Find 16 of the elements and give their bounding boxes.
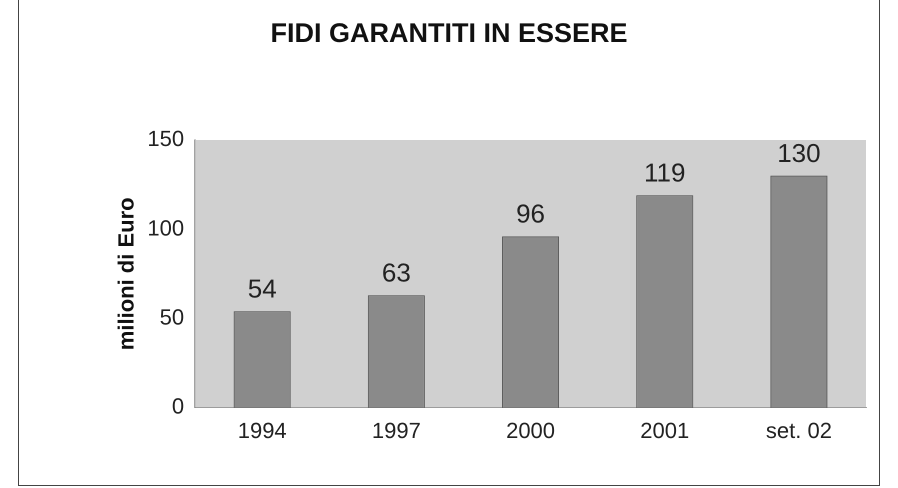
y-tick-label: 0 [172, 394, 184, 419]
x-tick-label: set. 02 [766, 418, 832, 443]
data-label: 63 [382, 257, 411, 288]
x-tick-label: 1997 [372, 418, 421, 443]
chart-title: FIDI GARANTITI IN ESSERE [269, 18, 629, 49]
data-label: 54 [248, 273, 277, 304]
y-tick-label: 50 [160, 304, 184, 330]
y-axis-title: milioni di Euro [113, 197, 138, 350]
y-tick-label: 150 [147, 126, 184, 152]
y-tick-label: 100 [147, 215, 184, 240]
data-label: 130 [777, 138, 821, 168]
x-tick-label: 1994 [238, 418, 287, 443]
data-label: 96 [516, 198, 546, 229]
data-label: 119 [644, 157, 686, 188]
x-tick-label: 2001 [640, 418, 690, 443]
x-tick-label: 2000 [506, 418, 556, 443]
